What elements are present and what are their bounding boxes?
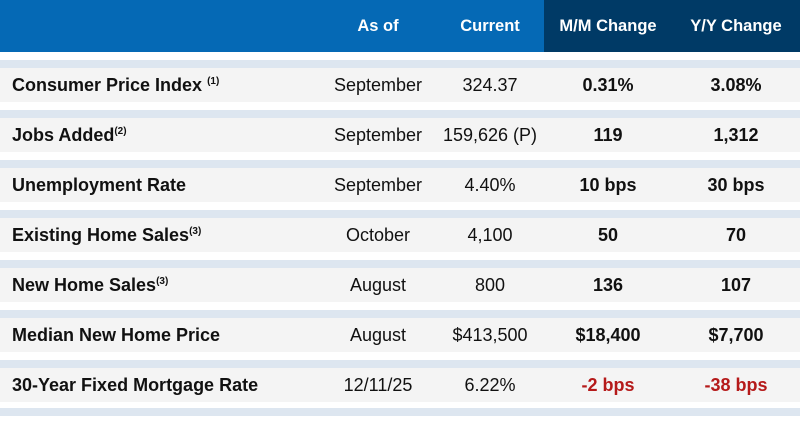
indicator-label: New Home Sales(3) — [12, 268, 168, 302]
row-divider — [0, 60, 800, 68]
footnote-marker: (3) — [189, 226, 202, 237]
table-row: New Home Sales(3) August 800 136 107 — [0, 268, 800, 302]
indicator-name: Median New Home Price — [12, 325, 221, 345]
table-row: Jobs Added(2) September 159,626 (P) 119 1,31… — [0, 118, 800, 152]
current-cell: 800 — [474, 275, 506, 295]
header-current: Current — [460, 17, 520, 35]
table-row: Median New Home Price August $413,500 $18,4… — [0, 318, 800, 352]
indicator-name: New Home Sales — [12, 275, 157, 295]
current-cell: $413,500 — [452, 325, 528, 345]
mm-change-cell: 0.31% — [582, 75, 634, 95]
table-header: As of Current M/M Change Y/Y Change — [0, 0, 800, 52]
mm-change-cell: 50 — [597, 225, 619, 245]
header-yy-change: Y/Y Change — [690, 17, 782, 35]
current-cell: 4,100 — [467, 225, 513, 245]
indicator-label: Consumer Price Index (1) — [12, 68, 219, 102]
yy-change-cell: 3.08% — [710, 75, 762, 95]
indicator-name: 30-Year Fixed Mortgage Rate — [12, 375, 259, 395]
indicator-label: 30-Year Fixed Mortgage Rate — [12, 368, 258, 402]
table-row: Existing Home Sales(3) October 4,100 50 70 — [0, 218, 800, 252]
indicator-name: Consumer Price Index — [12, 75, 208, 95]
as-of-cell: September — [333, 175, 423, 195]
as-of-cell: August — [349, 275, 407, 295]
as-of-cell: August — [349, 325, 407, 345]
yy-change-cell: $7,700 — [708, 325, 764, 345]
indicator-name: Jobs Added — [12, 125, 115, 145]
indicator-label: Unemployment Rate — [12, 168, 186, 202]
table-row: Consumer Price Index (1) September 324.37 0… — [0, 68, 800, 102]
mm-change-cell: $18,400 — [575, 325, 641, 345]
indicator-label: Existing Home Sales(3) — [12, 218, 201, 252]
yy-change-cell: 1,312 — [713, 125, 759, 145]
row-divider — [0, 110, 800, 118]
indicator-label: Jobs Added(2) — [12, 118, 127, 152]
yy-change-cell: 70 — [725, 225, 747, 245]
as-of-cell: September — [333, 75, 423, 95]
footnote-marker: (1) — [207, 76, 220, 87]
table-row: Unemployment Rate September 4.40% 10 bps 30 … — [0, 168, 800, 202]
as-of-cell: October — [345, 225, 411, 245]
current-cell: 6.22% — [464, 375, 516, 395]
header-mm-change: M/M Change — [559, 17, 657, 35]
row-divider — [0, 160, 800, 168]
yy-change-cell: -38 bps — [704, 375, 768, 395]
header-as-of: As of — [357, 17, 399, 35]
change-columns-background — [544, 0, 800, 52]
mm-change-cell: 10 bps — [579, 175, 637, 195]
row-divider — [0, 210, 800, 218]
mm-change-cell: 119 — [593, 125, 623, 145]
as-of-cell: 12/11/25 — [343, 375, 413, 395]
current-cell: 4.40% — [464, 175, 516, 195]
row-divider — [0, 408, 800, 416]
current-cell: 324.37 — [462, 75, 518, 95]
yy-change-cell: 30 bps — [707, 175, 765, 195]
table-row: 30-Year Fixed Mortgage Rate 12/11/25 6.22%… — [0, 368, 800, 402]
indicator-label: Median New Home Price — [12, 318, 220, 352]
yy-change-cell: 107 — [720, 275, 752, 295]
mm-change-cell: -2 bps — [581, 375, 635, 395]
as-of-cell: September — [333, 125, 423, 145]
indicator-name: Unemployment Rate — [12, 175, 187, 195]
row-divider — [0, 310, 800, 318]
footnote-marker: (2) — [114, 126, 127, 137]
row-divider — [0, 260, 800, 268]
mm-change-cell: 136 — [592, 275, 624, 295]
indicator-name: Existing Home Sales — [12, 225, 190, 245]
current-cell: 159,626 (P) — [442, 125, 538, 145]
row-divider — [0, 360, 800, 368]
footnote-marker: (3) — [156, 276, 169, 287]
